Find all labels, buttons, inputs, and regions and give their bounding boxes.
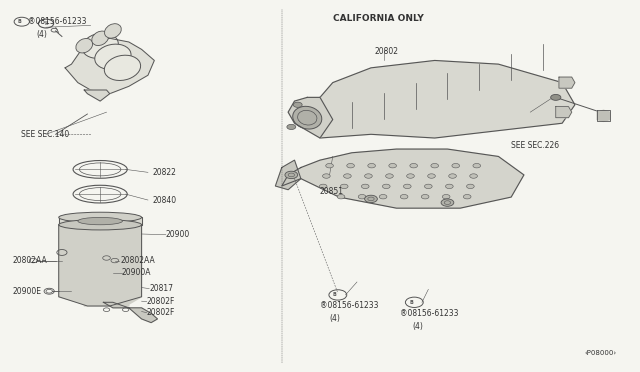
Text: ®08156-61233: ®08156-61233 — [28, 17, 86, 26]
Circle shape — [365, 174, 372, 178]
Ellipse shape — [59, 219, 141, 230]
Polygon shape — [84, 90, 109, 101]
Circle shape — [473, 163, 481, 168]
Text: SEE SEC.226: SEE SEC.226 — [511, 141, 559, 150]
Text: 20900A: 20900A — [121, 268, 150, 277]
Circle shape — [470, 174, 477, 178]
Ellipse shape — [104, 24, 121, 38]
Polygon shape — [59, 225, 141, 306]
Text: 20822: 20822 — [152, 168, 176, 177]
Polygon shape — [275, 160, 301, 190]
Circle shape — [368, 163, 376, 168]
Text: ®08156-61233: ®08156-61233 — [399, 309, 458, 318]
Text: CALIFORNIA ONLY: CALIFORNIA ONLY — [333, 13, 424, 22]
Circle shape — [410, 163, 417, 168]
Ellipse shape — [76, 38, 93, 53]
Circle shape — [285, 171, 298, 179]
Circle shape — [467, 184, 474, 189]
Polygon shape — [282, 149, 524, 208]
Circle shape — [287, 124, 296, 129]
Ellipse shape — [104, 55, 141, 80]
Circle shape — [400, 195, 408, 199]
Text: B: B — [409, 300, 413, 305]
Text: ‹P08000›: ‹P08000› — [584, 350, 616, 356]
Circle shape — [421, 195, 429, 199]
Text: 20900E: 20900E — [13, 287, 42, 296]
Circle shape — [323, 174, 330, 178]
Text: (4): (4) — [330, 314, 340, 323]
Ellipse shape — [59, 212, 141, 222]
Ellipse shape — [92, 31, 109, 45]
Ellipse shape — [292, 106, 322, 129]
Text: 20802F: 20802F — [147, 297, 175, 306]
Circle shape — [344, 174, 351, 178]
Polygon shape — [288, 97, 333, 138]
Ellipse shape — [95, 44, 131, 70]
Circle shape — [428, 174, 435, 178]
Ellipse shape — [82, 33, 118, 58]
Text: 20802: 20802 — [374, 47, 398, 56]
Polygon shape — [103, 302, 157, 323]
Circle shape — [337, 195, 345, 199]
Circle shape — [403, 184, 411, 189]
Text: 20802F: 20802F — [147, 308, 175, 317]
Circle shape — [449, 174, 456, 178]
Text: 20840: 20840 — [152, 196, 177, 205]
Circle shape — [340, 184, 348, 189]
Circle shape — [463, 195, 471, 199]
Polygon shape — [556, 107, 572, 118]
Circle shape — [383, 184, 390, 189]
Circle shape — [445, 184, 453, 189]
Circle shape — [431, 163, 438, 168]
Polygon shape — [559, 77, 575, 88]
Ellipse shape — [78, 217, 122, 225]
Circle shape — [319, 184, 327, 189]
Polygon shape — [307, 61, 575, 138]
Circle shape — [380, 195, 387, 199]
Text: ®08156-61233: ®08156-61233 — [320, 301, 378, 311]
Circle shape — [389, 163, 396, 168]
Text: B: B — [18, 19, 22, 24]
Polygon shape — [65, 38, 154, 94]
Text: 20802AA: 20802AA — [120, 256, 156, 265]
Circle shape — [442, 195, 450, 199]
Circle shape — [406, 174, 414, 178]
Text: B: B — [333, 292, 337, 298]
Circle shape — [424, 184, 432, 189]
Text: 20900: 20900 — [166, 230, 190, 239]
Text: 20802AA: 20802AA — [13, 256, 47, 265]
Text: 20851: 20851 — [320, 187, 344, 196]
Circle shape — [386, 174, 394, 178]
Circle shape — [358, 195, 366, 199]
Text: (4): (4) — [412, 322, 423, 331]
Circle shape — [452, 163, 460, 168]
Circle shape — [550, 94, 561, 100]
Text: 20817: 20817 — [150, 284, 174, 293]
Circle shape — [326, 163, 333, 168]
Text: (4): (4) — [36, 30, 47, 39]
Polygon shape — [59, 217, 141, 225]
Circle shape — [293, 102, 302, 108]
Circle shape — [441, 199, 454, 206]
Polygon shape — [597, 110, 610, 121]
Circle shape — [347, 163, 355, 168]
Circle shape — [365, 195, 378, 203]
Text: SEE SEC.140: SEE SEC.140 — [20, 130, 68, 139]
Circle shape — [362, 184, 369, 189]
Text: B: B — [44, 21, 48, 26]
